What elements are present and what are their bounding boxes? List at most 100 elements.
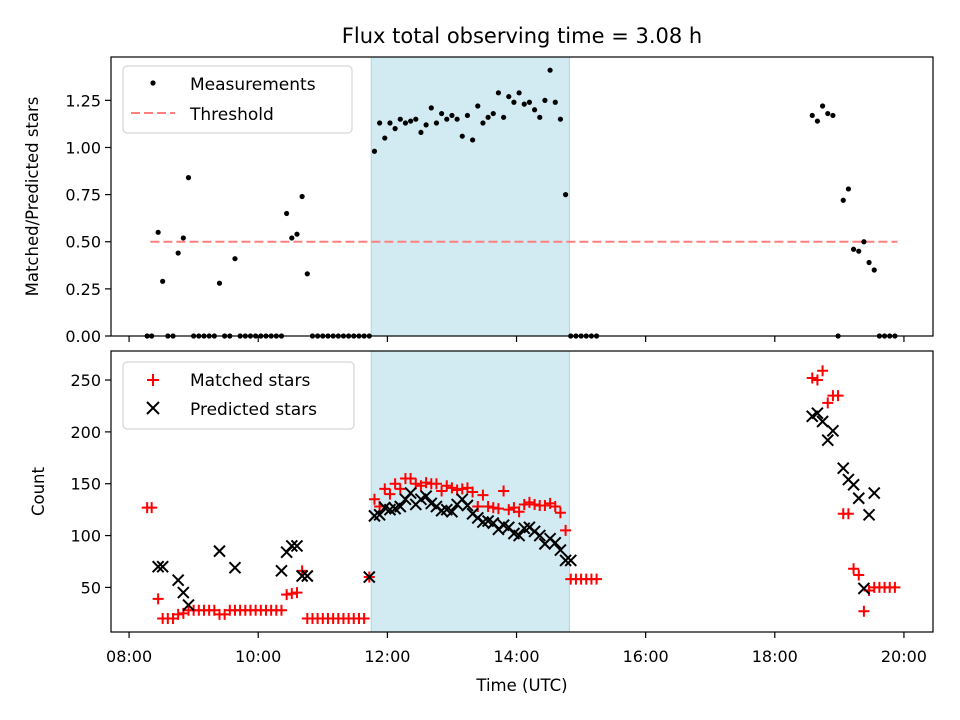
measurement-point	[825, 110, 831, 117]
top-y-tick-label: 1.00	[65, 138, 101, 157]
matched-stars-points	[141, 365, 901, 625]
matched-star-point	[539, 499, 551, 511]
x-tick-label: 16:00	[623, 647, 669, 666]
measurement-point	[464, 112, 471, 119]
predicted-star-point	[816, 415, 829, 428]
matched-star-point	[389, 478, 401, 490]
matched-star-point	[560, 524, 572, 536]
measurement-point	[547, 67, 553, 73]
matched-star-point	[832, 390, 844, 402]
predicted-star-point	[182, 598, 195, 612]
matched-star-point	[430, 478, 442, 490]
matched-star-point	[518, 498, 530, 510]
matched-star-point	[492, 503, 504, 515]
predicted-star-point	[559, 554, 572, 567]
measurement-point	[809, 112, 815, 119]
matched-star-point	[817, 365, 829, 377]
measurement-point	[444, 116, 450, 122]
measurement-point	[449, 112, 455, 119]
predicted-star-point	[549, 536, 562, 550]
matched-star-point	[503, 504, 515, 516]
matched-star-point	[441, 480, 453, 492]
measurement-point	[382, 135, 388, 141]
predicted-star-point	[301, 569, 314, 583]
measurement-point	[418, 129, 424, 136]
x-tick-label: 18:00	[752, 647, 798, 666]
measurement-point	[814, 118, 821, 124]
measurement-point	[552, 99, 558, 105]
x-tick-label: 08:00	[106, 647, 152, 666]
top-panel-x-ticks	[128, 336, 905, 342]
measurement-point	[232, 256, 238, 262]
measurement-point	[377, 120, 383, 126]
bottom-panel-x-axis-label: Time (UTC)	[475, 676, 567, 695]
measurement-point	[495, 90, 502, 96]
bottom-panel-legend: Matched stars Predicted stars	[122, 361, 355, 430]
measurement-point	[439, 110, 445, 117]
measurement-point	[542, 97, 548, 103]
matched-star-point	[394, 483, 406, 495]
top-y-tick-label: 0.75	[65, 186, 101, 205]
predicted-star-point	[394, 500, 407, 513]
top-y-tick-label: 0.25	[65, 280, 101, 299]
measurement-point	[423, 122, 429, 128]
measurement-point	[861, 239, 867, 245]
predicted-star-point	[445, 505, 459, 518]
measurement-point	[475, 103, 481, 109]
predicted-star-point	[285, 539, 299, 553]
measurement-point	[511, 99, 517, 105]
measurement-point	[819, 103, 826, 109]
measurement-point	[866, 259, 872, 266]
bottom-panel: 50 100 150 200 250 08:00 10:00 12:00 14:00 16:00…	[29, 350, 934, 695]
measurement-point	[371, 148, 378, 154]
matched-star-point	[420, 477, 432, 489]
matched-star-point	[456, 483, 468, 495]
measurement-point	[840, 197, 846, 203]
measurement-point	[216, 280, 223, 286]
matched-star-point	[291, 587, 303, 599]
x-tick-label: 20:00	[881, 647, 927, 666]
bottom-legend-box	[122, 361, 355, 430]
predicted-star-point	[290, 539, 304, 553]
matched-star-point	[436, 485, 448, 497]
matched-star-point	[281, 589, 293, 601]
measurement-point	[299, 193, 305, 200]
matched-star-point	[554, 507, 566, 519]
matched-star-point	[858, 605, 870, 617]
matched-star-point	[405, 473, 417, 485]
legend-matched-label: Matched stars	[190, 371, 310, 391]
measurement-point	[470, 137, 476, 143]
top-y-tick-label: 1.25	[65, 91, 101, 110]
matched-star-point	[384, 488, 396, 500]
measurement-point	[402, 120, 409, 126]
measurement-point	[845, 186, 852, 192]
legend-measurements-marker	[150, 80, 156, 86]
legend-threshold-label: Threshold	[189, 105, 274, 125]
figure-title: Flux total observing time = 3.08 h	[342, 24, 702, 48]
top-panel-legend: Measurements Threshold	[122, 65, 353, 134]
matched-star-point	[467, 486, 479, 498]
predicted-star-point	[862, 508, 876, 522]
measurement-point	[428, 105, 434, 111]
measurement-point	[392, 126, 398, 132]
legend-predicted-marker	[146, 401, 160, 415]
predicted-star-point	[554, 543, 567, 557]
bottom-y-tick-label: 250	[70, 371, 101, 390]
predicted-star-point	[837, 461, 850, 475]
measurement-point	[284, 210, 290, 217]
measurement-point	[557, 116, 564, 122]
measurement-point	[155, 229, 161, 235]
top-y-tick-label: 0.00	[65, 327, 101, 346]
predicted-star-point	[275, 564, 288, 578]
bottom-y-tick-label: 200	[70, 423, 101, 442]
legend-matched-marker	[147, 374, 159, 386]
bottom-y-tick-label: 150	[70, 475, 101, 494]
bottom-y-tick-label: 50	[81, 578, 101, 597]
measurement-point	[521, 101, 527, 107]
matched-star-point	[286, 588, 298, 600]
predicted-star-point	[852, 492, 865, 505]
bottom-y-tick-label: 100	[70, 527, 101, 546]
measurement-point	[160, 278, 166, 284]
measurement-point	[413, 116, 419, 122]
